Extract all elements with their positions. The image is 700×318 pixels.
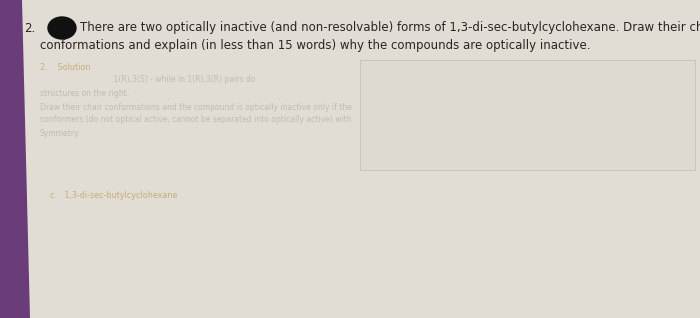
Text: 2.: 2. [24, 22, 35, 34]
Ellipse shape [48, 17, 76, 39]
Text: conformers (do not optical active, cannot be separated into optically active) wi: conformers (do not optical active, canno… [40, 115, 351, 125]
Text: 2.    Solution: 2. Solution [40, 63, 90, 72]
FancyBboxPatch shape [360, 60, 695, 170]
Text: Symmetry.: Symmetry. [40, 128, 80, 137]
Text: c.   1,3-di-sec-butylcyclohexane: c. 1,3-di-sec-butylcyclohexane [50, 190, 177, 199]
Text: 1(R),3(S) - while in 1(R),3(R) pairs do: 1(R),3(S) - while in 1(R),3(R) pairs do [40, 75, 256, 85]
Text: structures on the right.: structures on the right. [40, 88, 129, 98]
Text: There are two optically inactive (and non-resolvable) forms of 1,3-di-sec-butylc: There are two optically inactive (and no… [80, 22, 700, 34]
Text: Draw their chair conformations and the compound is optically inactive only if th: Draw their chair conformations and the c… [40, 102, 352, 112]
Text: conformations and explain (in less than 15 words) why the compounds are opticall: conformations and explain (in less than … [40, 39, 591, 52]
Polygon shape [0, 0, 30, 318]
FancyBboxPatch shape [360, 60, 695, 170]
